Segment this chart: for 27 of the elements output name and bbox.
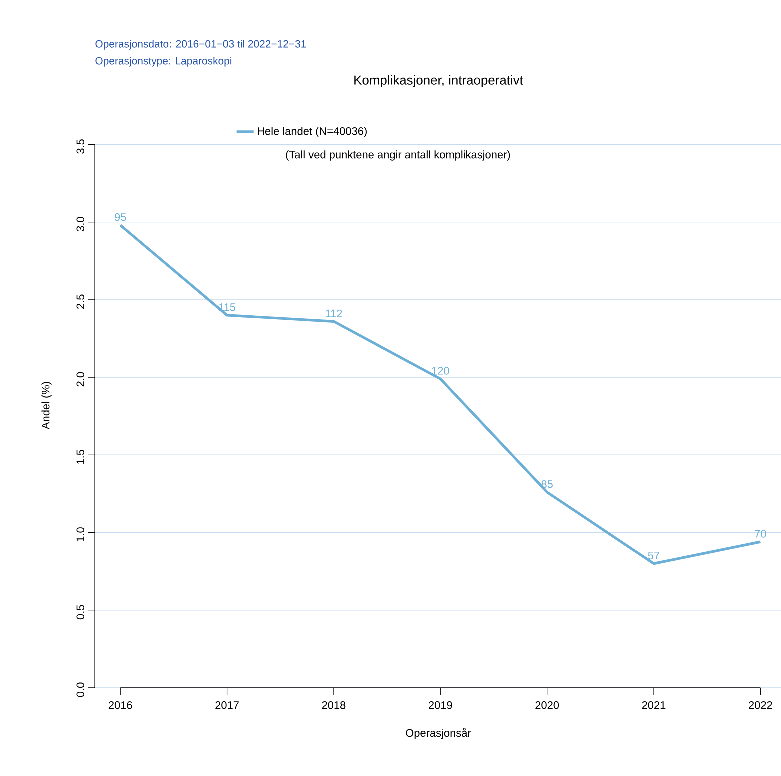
annotation: 70 <box>755 530 766 538</box>
y-tick-label: 0.5 <box>76 605 84 620</box>
annotation: (Tall ved punktene angir antall komplikasjoner) <box>286 150 510 161</box>
y-tick-label: 1.5 <box>76 450 84 464</box>
y-tick-label: 3.5 <box>76 140 84 154</box>
y-tick-label: 2.5 <box>76 294 84 310</box>
annotation: 57 <box>648 552 660 560</box>
x-tick-label: 2017 <box>216 702 239 710</box>
y-axis-title: Andel (%) <box>42 382 52 430</box>
x-tick-label: 2019 <box>429 702 452 710</box>
text: Operasjonsdato: 2016−01−03 til 2022−12−31 <box>96 40 306 50</box>
x-tick-label: 2018 <box>322 702 346 710</box>
y-tick-label: 3.0 <box>76 217 84 232</box>
annotation: 120 <box>432 367 450 375</box>
x-tick-label: 2022 <box>749 702 772 710</box>
y-tick-label: 0.0 <box>76 682 84 698</box>
x-tick-label: 2016 <box>108 702 132 710</box>
x-tick-label: 2021 <box>642 702 666 710</box>
y-tick-label: 1.0 <box>76 528 84 542</box>
text: Operasjonstype: Laparoskopi <box>96 57 232 67</box>
y-tick-label: 2.0 <box>76 372 84 387</box>
legend-label: Hele landet (N=40036) <box>258 127 367 138</box>
chart-title: Komplikasjoner, intraoperativt <box>354 75 524 88</box>
annotation: 112 <box>326 310 342 318</box>
annotation: 95 <box>115 213 126 222</box>
x-axis-title: Operasjonsår <box>406 728 472 740</box>
x-tick-label: 2020 <box>536 702 560 710</box>
